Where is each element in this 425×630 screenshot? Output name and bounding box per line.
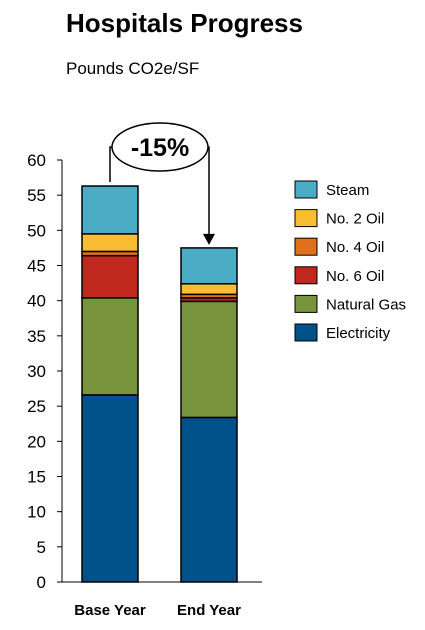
y-tick-label: 60 [27, 151, 46, 170]
bar-segment-natural-gas [180, 300, 238, 419]
x-tick-label: End Year [177, 602, 241, 619]
bar-segment-electricity [81, 394, 139, 583]
bar-segment-no-2-oil [180, 283, 238, 296]
legend-label: No. 2 Oil [326, 211, 384, 228]
chart-subtitle: Pounds CO2e/SF [66, 59, 200, 78]
legend-label: Steam [326, 182, 369, 199]
chart-title: Hospitals Progress [66, 8, 303, 38]
legend-swatch [294, 237, 318, 256]
bar-segment-steam [180, 247, 238, 285]
legend-label: Electricity [326, 325, 391, 342]
bar-segment-natural-gas [81, 297, 139, 396]
y-tick-label: 50 [27, 221, 46, 240]
bar-segment-no-2-oil [81, 233, 139, 253]
bar-segment-no-6-oil [81, 254, 139, 299]
legend-swatch [294, 209, 318, 228]
y-tick-label: 35 [27, 327, 46, 346]
y-tick-label: 10 [27, 503, 46, 522]
y-tick-label: 45 [27, 257, 46, 276]
y-tick-label: 20 [27, 432, 46, 451]
legend-swatch [294, 294, 318, 313]
legend-label: No. 6 Oil [326, 268, 384, 285]
arrow-head-icon [203, 233, 215, 245]
change-bubble [111, 122, 209, 172]
y-tick-label: 55 [27, 186, 46, 205]
bar-segment-electricity [180, 416, 238, 583]
y-tick-label: 25 [27, 397, 46, 416]
legend-label: No. 4 Oil [326, 239, 384, 256]
legend-swatch [294, 266, 318, 285]
legend-swatch [294, 180, 318, 199]
y-tick-label: 40 [27, 292, 46, 311]
legend-label: Natural Gas [326, 296, 406, 313]
legend-swatch [294, 323, 318, 342]
y-tick-label: 5 [37, 538, 46, 557]
change-percent-label: -15% [131, 134, 189, 162]
x-tick-label: Base Year [74, 602, 146, 619]
y-tick-label: 15 [27, 468, 46, 487]
y-tick-label: 0 [37, 573, 46, 592]
bar-segment-steam [81, 185, 139, 235]
y-tick-label: 30 [27, 362, 46, 381]
